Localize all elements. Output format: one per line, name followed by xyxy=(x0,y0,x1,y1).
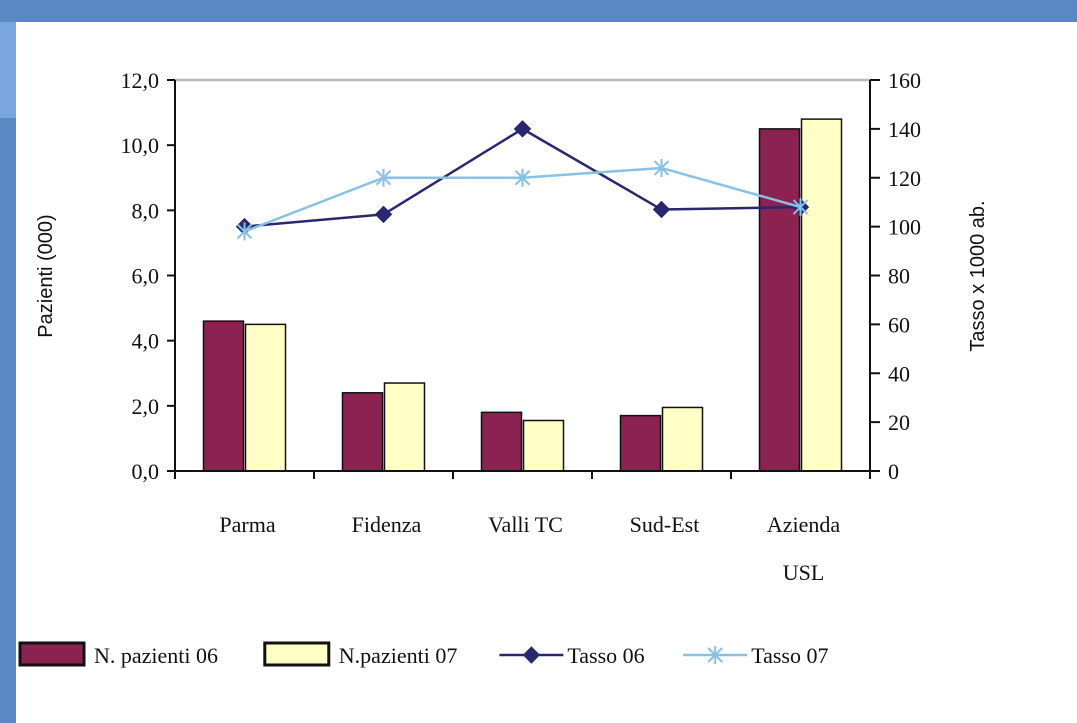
legend-marker-tasso-06 xyxy=(522,646,541,664)
y2-tick-label-7: 140 xyxy=(888,117,921,142)
point-tasso-07-4 xyxy=(792,198,809,217)
bar-n-pazienti-06-3 xyxy=(619,414,662,472)
y-tick-label-6: 12,0 xyxy=(121,68,160,93)
y-tick-label-0: 0,0 xyxy=(132,459,160,484)
legend: N. pazienti 06 N.pazienti 07 Tasso 06 Tasso… xyxy=(18,641,828,668)
point-tasso-06-1 xyxy=(374,205,393,224)
x-tick-label-3: Sud-Est xyxy=(630,512,700,537)
bar-n-pazienti-07-3 xyxy=(661,406,704,472)
point-tasso-07-2 xyxy=(514,168,531,187)
point-tasso-06-2 xyxy=(513,120,532,138)
y2-tick-label-6: 120 xyxy=(888,166,921,191)
bar-n-pazienti-06-4 xyxy=(758,128,801,472)
y2-tick-label-2: 40 xyxy=(888,361,910,386)
y2-tick-label-4: 80 xyxy=(888,264,910,289)
x-tick-label-1: Fidenza xyxy=(352,512,422,537)
point-tasso-06-3 xyxy=(652,200,671,219)
y2-tick-label-1: 20 xyxy=(888,410,910,435)
bar-n-pazienti-06-0 xyxy=(202,320,245,472)
series-lines xyxy=(235,120,810,241)
bar-n-pazienti-06-2 xyxy=(480,411,523,472)
y-tick-label-3: 6,0 xyxy=(132,264,160,289)
legend-label-n-pazienti-07: N.pazienti 07 xyxy=(339,643,458,668)
y2-tick-label-8: 160 xyxy=(888,68,921,93)
legend-label-tasso-07: Tasso 07 xyxy=(751,643,828,668)
point-tasso-07-3 xyxy=(653,158,670,177)
y-tick-label-4: 8,0 xyxy=(132,198,160,223)
legend-label-tasso-06: Tasso 06 xyxy=(567,643,644,668)
y2-tick-label-3: 60 xyxy=(888,312,910,337)
axes: 0,0 2,0 4,0 6,0 8,0 10,0 12,0 0 20 40 60 80 100 120 14… xyxy=(121,68,922,484)
legend-label-n-pazienti-06: N. pazienti 06 xyxy=(94,643,218,668)
bar-n-pazienti-07-4 xyxy=(800,118,843,472)
y-axis-title: Pazienti (000) xyxy=(35,214,57,337)
frame-left-accent xyxy=(0,22,16,118)
point-tasso-07-1 xyxy=(375,168,392,187)
y-tick-label-5: 10,0 xyxy=(121,133,160,158)
y-tick-label-1: 2,0 xyxy=(132,394,160,419)
legend-marker-tasso-07 xyxy=(707,646,723,664)
bar-n-pazienti-06-1 xyxy=(341,392,384,472)
y-tick-label-2: 4,0 xyxy=(132,329,160,354)
plot-area xyxy=(175,78,870,472)
x-tick-label-4-line2: USL xyxy=(783,560,825,585)
axis-labels: Pazienti (000) Tasso x 1000 ab. Parma Fid… xyxy=(35,200,989,585)
legend-swatch-n-pazienti-07 xyxy=(263,641,331,667)
x-tick-label-0: Parma xyxy=(219,512,275,537)
point-tasso-07-0 xyxy=(236,222,253,241)
bar-n-pazienti-07-2 xyxy=(522,419,565,472)
bar-n-pazienti-07-1 xyxy=(383,382,426,472)
y2-tick-label-5: 100 xyxy=(888,215,921,240)
legend-swatch-n-pazienti-06 xyxy=(18,641,86,667)
y2-tick-label-0: 0 xyxy=(888,459,899,484)
frame-top-border xyxy=(0,0,1077,22)
y2-axis-title: Tasso x 1000 ab. xyxy=(967,200,989,351)
bar-n-pazienti-07-0 xyxy=(244,323,287,472)
x-tick-label-4: Azienda xyxy=(767,512,841,537)
frame-left-border xyxy=(0,0,16,723)
x-tick-label-2: Valli TC xyxy=(488,512,563,537)
